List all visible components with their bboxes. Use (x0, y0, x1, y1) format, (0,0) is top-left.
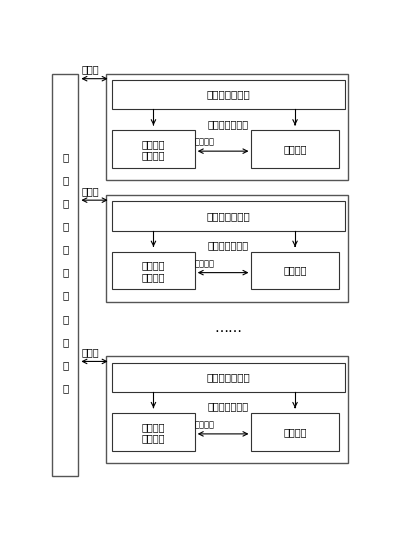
Text: 标准单元: 标准单元 (142, 272, 165, 282)
Text: ……: …… (214, 322, 243, 335)
Text: 运: 运 (62, 314, 69, 324)
Text: 营: 营 (62, 337, 69, 347)
Text: 实时核查: 实时核查 (142, 139, 165, 149)
Text: 以太网: 以太网 (82, 347, 100, 357)
Bar (112, 80, 345, 109)
Text: 测试信号: 测试信号 (195, 421, 215, 430)
Bar (106, 73, 348, 181)
Text: 置: 置 (62, 221, 69, 232)
Text: 台: 台 (62, 383, 69, 393)
Bar (53, 73, 79, 476)
Text: 装: 装 (62, 199, 69, 208)
Text: 标准单元: 标准单元 (142, 150, 165, 160)
Text: 线: 线 (62, 290, 69, 301)
Bar (112, 201, 345, 231)
Text: 本地控制计算机: 本地控制计算机 (207, 211, 250, 221)
Bar (112, 252, 195, 289)
Bar (112, 413, 195, 450)
Bar (112, 130, 195, 168)
Text: 水: 水 (62, 268, 69, 277)
Text: 流: 流 (62, 245, 69, 255)
Text: 检: 检 (62, 152, 69, 163)
Text: 检定装置: 检定装置 (283, 265, 307, 275)
Text: 实时核查标准器: 实时核查标准器 (208, 240, 249, 250)
Text: 以太网: 以太网 (82, 65, 100, 75)
Bar (252, 252, 339, 289)
Bar (106, 195, 348, 302)
Text: 测试信号: 测试信号 (195, 138, 215, 147)
Text: 实时核查: 实时核查 (142, 422, 165, 432)
Text: 测试信号: 测试信号 (195, 259, 215, 268)
Bar (106, 356, 348, 463)
Bar (252, 130, 339, 168)
Text: 检定装置: 检定装置 (283, 427, 307, 437)
Bar (252, 413, 339, 450)
Text: 标准单元: 标准单元 (142, 433, 165, 443)
Text: 平: 平 (62, 360, 69, 370)
Text: 实时核查标准器: 实时核查标准器 (208, 401, 249, 412)
Text: 以太网: 以太网 (82, 186, 100, 196)
Text: 本地控制计算机: 本地控制计算机 (207, 90, 250, 100)
Text: 定: 定 (62, 176, 69, 186)
Text: 本地控制计算机: 本地控制计算机 (207, 372, 250, 382)
Text: 检定装置: 检定装置 (283, 144, 307, 154)
Text: 实时核查标准器: 实时核查标准器 (208, 119, 249, 129)
Text: 实时核查: 实时核查 (142, 261, 165, 270)
Bar (112, 363, 345, 392)
